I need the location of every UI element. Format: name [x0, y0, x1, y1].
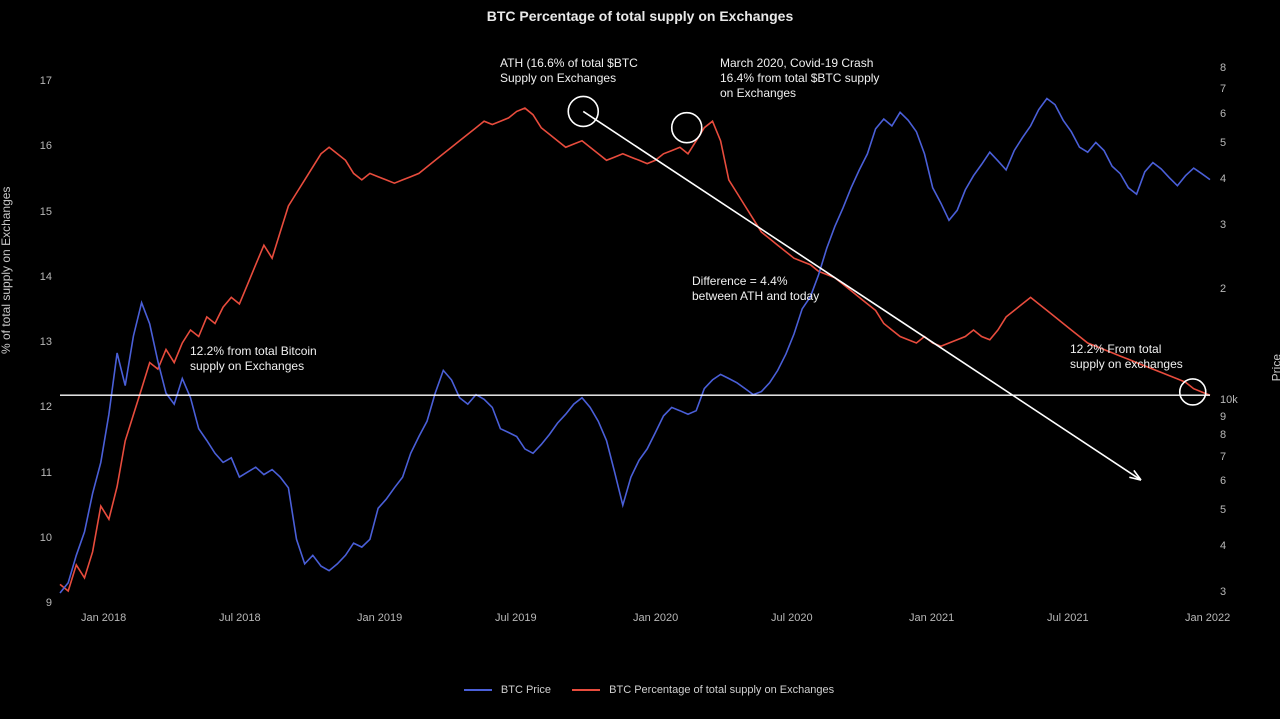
trend-arrow-head	[1129, 470, 1141, 480]
ytick-left: 10	[22, 532, 52, 544]
annotation-circle-1	[672, 113, 702, 143]
ytick-right: 7	[1220, 83, 1226, 95]
xtick: Jan 2020	[633, 612, 678, 624]
chart-area: % of total supply on Exchanges Price 9 10…	[0, 24, 1280, 684]
ytick-left: 12	[22, 401, 52, 413]
ytick-right: 8	[1220, 62, 1226, 74]
ytick-left: 17	[22, 75, 52, 87]
ann_covid: March 2020, Covid-19 Crash16.4% from tot…	[720, 56, 879, 101]
xtick: Jul 2019	[495, 612, 537, 624]
xtick: Jan 2021	[909, 612, 954, 624]
ann_ath1: ATH (16.6% of total $BTCSupply on Exchan…	[500, 56, 638, 86]
ytick-right: 3	[1220, 586, 1226, 598]
ytick-right: 2	[1220, 283, 1226, 295]
y-axis-right-label: Price	[1269, 354, 1280, 381]
ann_left122: 12.2% from total Bitcoinsupply on Exchan…	[190, 344, 317, 374]
ytick-left: 14	[22, 271, 52, 283]
chart-title: BTC Percentage of total supply on Exchan…	[0, 0, 1280, 24]
ytick-right: 4	[1220, 173, 1226, 185]
ann_right122: 12.2% From totalsupply on exchanges	[1070, 342, 1183, 372]
xtick: Jan 2022	[1185, 612, 1230, 624]
xtick: Jan 2019	[357, 612, 402, 624]
trend-arrow	[583, 111, 1141, 480]
xtick: Jul 2020	[771, 612, 813, 624]
legend-label-price: BTC Price	[501, 684, 551, 696]
ytick-right: 4	[1220, 540, 1226, 552]
ytick-right: 5	[1220, 504, 1226, 516]
ytick-left: 16	[22, 140, 52, 152]
xtick: Jul 2018	[219, 612, 261, 624]
chart-svg	[0, 24, 1280, 634]
ytick-right: 9	[1220, 411, 1226, 423]
legend-swatch-supply	[572, 689, 600, 691]
y-axis-left-label: % of total supply on Exchanges	[0, 187, 13, 354]
ytick-right: 8	[1220, 429, 1226, 441]
ytick-right: 3	[1220, 219, 1226, 231]
ytick-right: 10k	[1220, 394, 1238, 406]
ann_diff: Difference = 4.4%between ATH and today	[692, 274, 819, 304]
ytick-right: 5	[1220, 137, 1226, 149]
ytick-left: 11	[22, 467, 52, 479]
legend-label-supply: BTC Percentage of total supply on Exchan…	[609, 684, 834, 696]
legend: BTC Price BTC Percentage of total supply…	[0, 684, 1280, 696]
ytick-left: 9	[22, 597, 52, 609]
ytick-left: 15	[22, 206, 52, 218]
ytick-right: 6	[1220, 108, 1226, 120]
ytick-right: 6	[1220, 475, 1226, 487]
legend-swatch-price	[464, 689, 492, 691]
xtick: Jul 2021	[1047, 612, 1089, 624]
ytick-right: 7	[1220, 451, 1226, 463]
xtick: Jan 2018	[81, 612, 126, 624]
ytick-left: 13	[22, 336, 52, 348]
